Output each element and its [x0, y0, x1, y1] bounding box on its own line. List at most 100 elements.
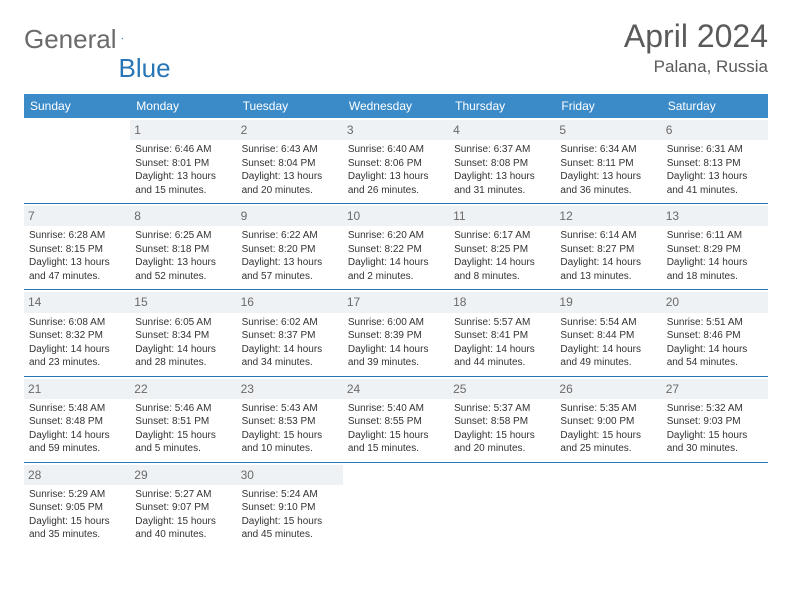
- calendar-day-cell: 26 Sunrise: 5:35 AMSunset: 9:00 PMDayligh…: [555, 376, 661, 462]
- sunrise-line: Sunrise: 6:37 AM: [454, 143, 550, 157]
- daylight-line: Daylight: 13 hours and 41 minutes.: [667, 170, 763, 197]
- sunrise-line: Sunrise: 6:00 AM: [348, 316, 444, 330]
- day-number: 29: [130, 465, 236, 485]
- sunrise-line: Sunrise: 5:46 AM: [135, 402, 231, 416]
- daylight-line: Daylight: 13 hours and 31 minutes.: [454, 170, 550, 197]
- sunrise-line: Sunrise: 6:22 AM: [242, 229, 338, 243]
- weekday-header: Friday: [555, 94, 661, 118]
- weekday-header: Wednesday: [343, 94, 449, 118]
- daylight-line: Daylight: 15 hours and 45 minutes.: [242, 515, 338, 542]
- logo-sail-icon: [121, 28, 124, 48]
- day-number: 24: [343, 379, 449, 399]
- sunset-line: Sunset: 8:55 PM: [348, 415, 444, 429]
- sunset-line: Sunset: 8:11 PM: [560, 157, 656, 171]
- daylight-line: Daylight: 14 hours and 34 minutes.: [242, 343, 338, 370]
- daylight-line: Daylight: 14 hours and 49 minutes.: [560, 343, 656, 370]
- location: Palana, Russia: [624, 57, 768, 77]
- sunset-line: Sunset: 8:48 PM: [29, 415, 125, 429]
- day-number: 17: [343, 292, 449, 312]
- day-number: 23: [237, 379, 343, 399]
- daylight-line: Daylight: 15 hours and 35 minutes.: [29, 515, 125, 542]
- calendar-day-cell: 6Sunrise: 6:31 AMSunset: 8:13 PMDaylight…: [662, 118, 768, 204]
- calendar-week-row: 28Sunrise: 5:29 AMSunset: 9:05 PMDayligh…: [24, 462, 768, 548]
- sunset-line: Sunset: 8:08 PM: [454, 157, 550, 171]
- calendar-week-row: 7 Sunrise: 6:28 AMSunset: 8:15 PMDaylight…: [24, 204, 768, 290]
- day-details: Sunrise: 6:31 AMSunset: 8:13 PMDaylight:…: [666, 143, 764, 197]
- daylight-line: Daylight: 14 hours and 44 minutes.: [454, 343, 550, 370]
- calendar-day-cell: 12Sunrise: 6:14 AMSunset: 8:27 PMDayligh…: [555, 204, 661, 290]
- day-number: 4: [449, 120, 555, 140]
- daylight-line: Daylight: 13 hours and 52 minutes.: [135, 256, 231, 283]
- calendar-day-cell: [343, 462, 449, 548]
- sunrise-line: Sunrise: 5:35 AM: [560, 402, 656, 416]
- day-details: Sunrise: 6:17 AMSunset: 8:25 PMDaylight:…: [453, 229, 551, 283]
- calendar-day-cell: 27Sunrise: 5:32 AMSunset: 9:03 PMDayligh…: [662, 376, 768, 462]
- sunset-line: Sunset: 9:10 PM: [242, 501, 338, 515]
- daylight-line: Daylight: 15 hours and 25 minutes.: [560, 429, 656, 456]
- calendar-day-cell: 11 Sunrise: 6:17 AMSunset: 8:25 PMDayligh…: [449, 204, 555, 290]
- sunrise-line: Sunrise: 6:31 AM: [667, 143, 763, 157]
- sunrise-line: Sunrise: 5:37 AM: [454, 402, 550, 416]
- day-details: Sunrise: 5:37 AMSunset: 8:58 PMDaylight:…: [453, 402, 551, 456]
- calendar-day-cell: 17Sunrise: 6:00 AMSunset: 8:39 PMDayligh…: [343, 290, 449, 376]
- sunset-line: Sunset: 8:15 PM: [29, 243, 125, 257]
- sunrise-line: Sunrise: 5:51 AM: [667, 316, 763, 330]
- sunrise-line: Sunrise: 6:20 AM: [348, 229, 444, 243]
- day-details: Sunrise: 6:14 AMSunset: 8:27 PMDaylight:…: [559, 229, 657, 283]
- day-number: 26: [555, 379, 661, 399]
- sunset-line: Sunset: 8:34 PM: [135, 329, 231, 343]
- sunset-line: Sunset: 8:44 PM: [560, 329, 656, 343]
- calendar-day-cell: 22Sunrise: 5:46 AMSunset: 8:51 PMDayligh…: [130, 376, 236, 462]
- calendar-week-row: 14Sunrise: 6:08 AMSunset: 8:32 PMDayligh…: [24, 290, 768, 376]
- calendar-day-cell: 10Sunrise: 6:20 AMSunset: 8:22 PMDayligh…: [343, 204, 449, 290]
- day-details: Sunrise: 6:37 AMSunset: 8:08 PMDaylight:…: [453, 143, 551, 197]
- day-details: Sunrise: 5:57 AMSunset: 8:41 PMDaylight:…: [453, 316, 551, 370]
- day-details: Sunrise: 6:02 AMSunset: 8:37 PMDaylight:…: [241, 316, 339, 370]
- daylight-line: Daylight: 15 hours and 30 minutes.: [667, 429, 763, 456]
- daylight-line: Daylight: 14 hours and 23 minutes.: [29, 343, 125, 370]
- calendar-day-cell: 3Sunrise: 6:40 AMSunset: 8:06 PMDaylight…: [343, 118, 449, 204]
- calendar-day-cell: 13Sunrise: 6:11 AMSunset: 8:29 PMDayligh…: [662, 204, 768, 290]
- day-number: 5: [555, 120, 661, 140]
- sunset-line: Sunset: 8:20 PM: [242, 243, 338, 257]
- sunrise-line: Sunrise: 5:43 AM: [242, 402, 338, 416]
- day-number: 21: [24, 379, 130, 399]
- day-details: Sunrise: 5:35 AMSunset: 9:00 PMDaylight:…: [559, 402, 657, 456]
- sunrise-line: Sunrise: 6:14 AM: [560, 229, 656, 243]
- calendar-day-cell: 1Sunrise: 6:46 AMSunset: 8:01 PMDaylight…: [130, 118, 236, 204]
- title-block: April 2024 Palana, Russia: [624, 18, 768, 77]
- day-details: Sunrise: 6:20 AMSunset: 8:22 PMDaylight:…: [347, 229, 445, 283]
- calendar-week-row: 21Sunrise: 5:48 AMSunset: 8:48 PMDayligh…: [24, 376, 768, 462]
- weekday-header: Saturday: [662, 94, 768, 118]
- sunrise-line: Sunrise: 5:48 AM: [29, 402, 125, 416]
- logo-text-1: General: [24, 24, 117, 55]
- day-number: 11: [449, 206, 555, 226]
- day-details: Sunrise: 6:28 AMSunset: 8:15 PMDaylight:…: [28, 229, 126, 283]
- day-number: 7: [24, 206, 130, 226]
- day-details: Sunrise: 5:29 AMSunset: 9:05 PMDaylight:…: [28, 488, 126, 542]
- day-details: Sunrise: 5:32 AMSunset: 9:03 PMDaylight:…: [666, 402, 764, 456]
- daylight-line: Daylight: 14 hours and 18 minutes.: [667, 256, 763, 283]
- sunset-line: Sunset: 9:00 PM: [560, 415, 656, 429]
- day-details: Sunrise: 6:22 AMSunset: 8:20 PMDaylight:…: [241, 229, 339, 283]
- logo-text-2: Blue: [119, 53, 171, 84]
- sunset-line: Sunset: 8:22 PM: [348, 243, 444, 257]
- day-details: Sunrise: 6:11 AMSunset: 8:29 PMDaylight:…: [666, 229, 764, 283]
- sunrise-line: Sunrise: 6:02 AM: [242, 316, 338, 330]
- sunset-line: Sunset: 9:03 PM: [667, 415, 763, 429]
- calendar-day-cell: [449, 462, 555, 548]
- day-details: Sunrise: 6:08 AMSunset: 8:32 PMDaylight:…: [28, 316, 126, 370]
- sunset-line: Sunset: 8:13 PM: [667, 157, 763, 171]
- day-number: 9: [237, 206, 343, 226]
- day-details: Sunrise: 5:48 AMSunset: 8:48 PMDaylight:…: [28, 402, 126, 456]
- calendar-day-cell: 9 Sunrise: 6:22 AMSunset: 8:20 PMDaylight…: [237, 204, 343, 290]
- daylight-line: Daylight: 14 hours and 8 minutes.: [454, 256, 550, 283]
- sunrise-line: Sunrise: 6:34 AM: [560, 143, 656, 157]
- daylight-line: Daylight: 13 hours and 47 minutes.: [29, 256, 125, 283]
- day-details: Sunrise: 5:46 AMSunset: 8:51 PMDaylight:…: [134, 402, 232, 456]
- day-number: 8: [130, 206, 236, 226]
- sunset-line: Sunset: 8:37 PM: [242, 329, 338, 343]
- calendar-day-cell: 20Sunrise: 5:51 AMSunset: 8:46 PMDayligh…: [662, 290, 768, 376]
- calendar-day-cell: 8Sunrise: 6:25 AMSunset: 8:18 PMDaylight…: [130, 204, 236, 290]
- calendar-day-cell: 16Sunrise: 6:02 AMSunset: 8:37 PMDayligh…: [237, 290, 343, 376]
